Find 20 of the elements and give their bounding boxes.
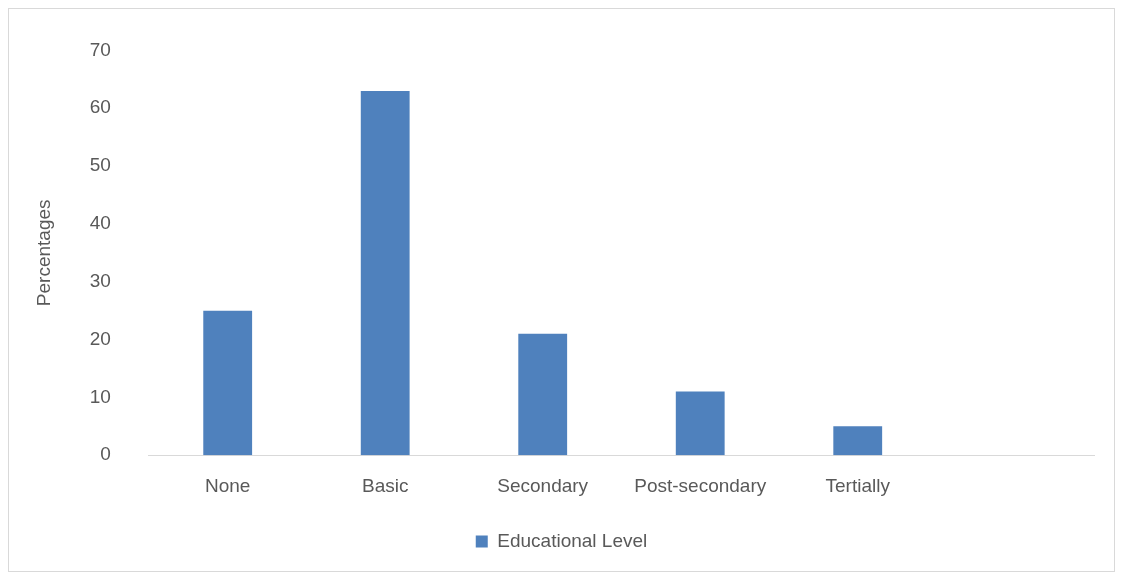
bar bbox=[360, 90, 410, 456]
y-axis-title: Percentages bbox=[32, 199, 54, 307]
x-tick-label: Post-secondary bbox=[634, 474, 767, 496]
y-tick-label: 20 bbox=[89, 327, 111, 349]
bar bbox=[518, 333, 568, 456]
x-tick-label: Basic bbox=[361, 474, 409, 496]
bar bbox=[833, 426, 883, 456]
x-tick-label: None bbox=[204, 474, 251, 496]
y-tick-label: 0 bbox=[100, 443, 111, 465]
y-tick-label: 10 bbox=[89, 385, 111, 407]
y-tick-label: 30 bbox=[89, 269, 111, 291]
x-tick-label: Secondary bbox=[497, 474, 589, 496]
x-tick-label: Tertially bbox=[825, 474, 891, 496]
y-tick-label: 40 bbox=[89, 212, 111, 234]
legend-label: Educational Level bbox=[497, 529, 648, 551]
y-tick-label: 70 bbox=[89, 38, 111, 60]
bar bbox=[675, 391, 725, 456]
bar bbox=[203, 310, 253, 456]
y-tick-label: 50 bbox=[89, 154, 111, 176]
y-tick-label: 60 bbox=[89, 96, 111, 118]
